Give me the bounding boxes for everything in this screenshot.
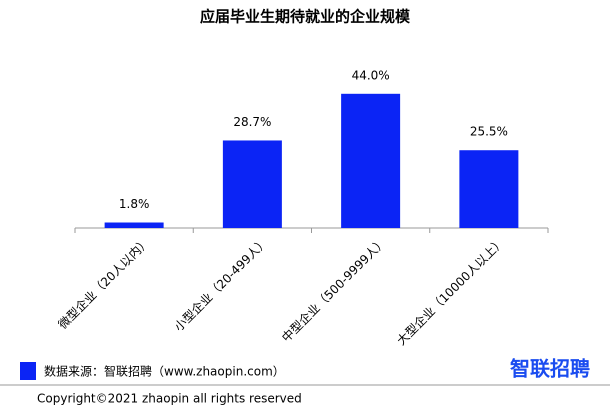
bar [104,222,164,228]
bar [222,140,282,228]
logo: 智联招聘 [510,357,590,381]
x-tick-label: 大型企业（10000人以上） [393,234,507,348]
bar [459,150,519,228]
value-label: 1.8% [119,197,150,211]
x-tick-label: 小型企业（20-499人） [171,234,271,334]
value-label: 28.7% [233,115,271,129]
source-note: 数据来源：智联招聘（www.zhaopin.com） [44,364,285,379]
x-tick-label: 微型企业（20人以内） [55,234,153,332]
legend-swatch [20,362,36,380]
bar [341,93,401,228]
chart-title: 应届毕业生期待就业的企业规模 [200,8,411,26]
x-tick-label: 中型企业（500-9999人） [278,234,389,345]
value-label: 25.5% [470,125,508,139]
value-label: 44.0% [352,68,390,82]
copyright: Copyright©2021 zhaopin all rights reserv… [37,392,302,406]
